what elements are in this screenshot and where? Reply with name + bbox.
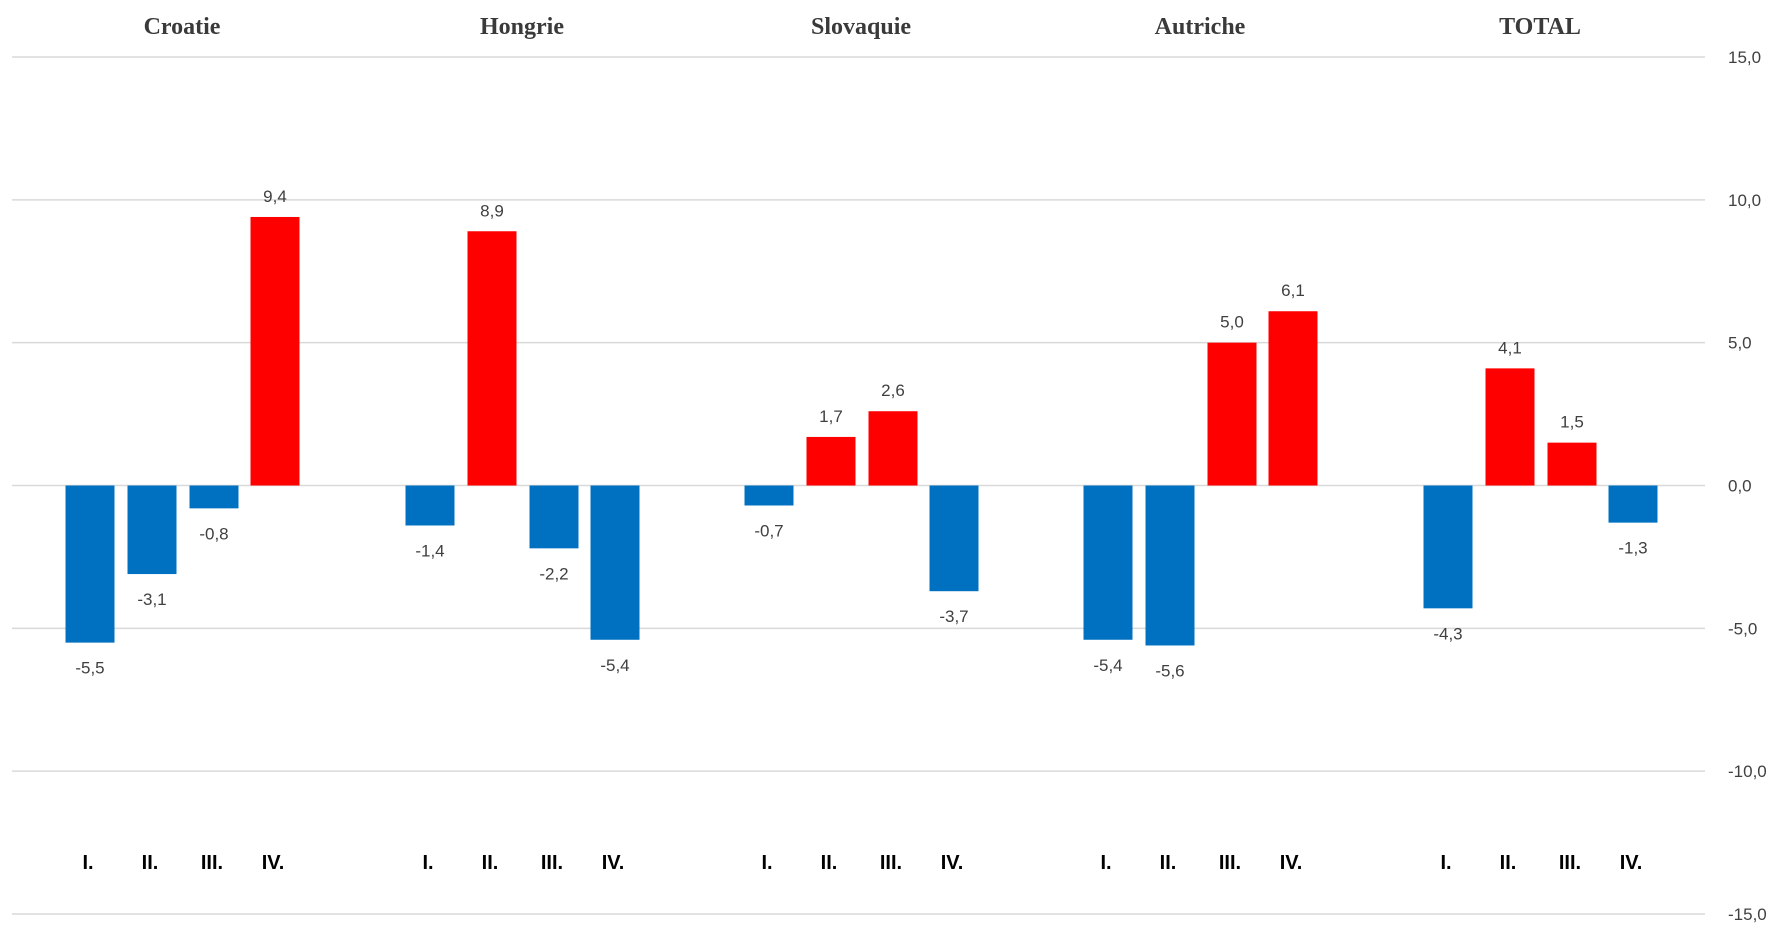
bar	[744, 485, 794, 506]
bar	[65, 485, 115, 643]
bar	[929, 485, 979, 592]
bar	[127, 485, 177, 575]
y-tick-label: -15,0	[1728, 905, 1767, 924]
data-label: -1,3	[1618, 539, 1647, 558]
data-label: 5,0	[1220, 313, 1244, 332]
data-label: -5,6	[1155, 661, 1184, 680]
quarter-label: III.	[201, 852, 223, 874]
bar	[1485, 368, 1535, 486]
data-label: 2,6	[881, 381, 905, 400]
quarter-label: I.	[82, 852, 93, 874]
bar	[1608, 485, 1658, 523]
bars	[65, 216, 1658, 646]
group-title: Autriche	[1155, 14, 1246, 40]
data-label: 8,9	[480, 201, 504, 220]
data-label: 9,4	[263, 187, 287, 206]
quarter-label: III.	[1559, 852, 1581, 874]
quarter-label: IV.	[1620, 852, 1643, 874]
data-label: -0,7	[754, 521, 783, 540]
data-label: -5,4	[1093, 656, 1122, 675]
group-title: Slovaquie	[811, 14, 911, 40]
group-title: Croatie	[144, 14, 221, 40]
quarter-label: I.	[1100, 852, 1111, 874]
bar	[1207, 342, 1257, 486]
quarter-labels: I. II. III. IV. I. II. III. IV. I. II. III. IV. I. II…	[82, 852, 1642, 874]
quarter-label: IV.	[602, 852, 625, 874]
bar	[590, 485, 640, 640]
quarter-label: I.	[761, 852, 772, 874]
bar	[467, 231, 517, 486]
quarter-label: IV.	[262, 852, 285, 874]
y-tick-label: 5,0	[1728, 334, 1752, 353]
bar	[1423, 485, 1473, 609]
bar	[1547, 442, 1597, 486]
data-label: 1,5	[1560, 413, 1584, 432]
quarter-label: IV.	[1280, 852, 1303, 874]
y-tick-label: 10,0	[1728, 191, 1761, 210]
quarter-label: II.	[482, 852, 499, 874]
data-label: -2,2	[539, 564, 568, 583]
data-labels: -5,5 -3,1 -0,8 9,4 -1,4 8,9 -2,2 -5,4 -0,7 1,7 2,6…	[75, 187, 1647, 681]
group-title: Hongrie	[480, 14, 564, 40]
quarter-label: III.	[541, 852, 563, 874]
quarter-label: II.	[1500, 852, 1517, 874]
data-label: -3,1	[137, 590, 166, 609]
quarter-label: II.	[142, 852, 159, 874]
data-label: 4,1	[1498, 338, 1522, 357]
y-tick-label: -10,0	[1728, 762, 1767, 781]
quarter-label: I.	[1440, 852, 1451, 874]
y-tick-label: 0,0	[1728, 477, 1752, 496]
quarter-label: III.	[1219, 852, 1241, 874]
y-axis-ticks: 15,0 10,0 5,0 0,0 -5,0 -10,0 -15,0	[1728, 48, 1767, 924]
quarter-label: IV.	[941, 852, 964, 874]
y-tick-label: -5,0	[1728, 619, 1757, 638]
data-label: -3,7	[939, 607, 968, 626]
data-label: -4,3	[1433, 624, 1462, 643]
data-label: 1,7	[819, 407, 843, 426]
quarter-label: III.	[880, 852, 902, 874]
bar	[1268, 311, 1318, 486]
bar	[806, 436, 856, 486]
quarter-label: II.	[1160, 852, 1177, 874]
data-label: -0,8	[199, 524, 228, 543]
bar	[1083, 485, 1133, 640]
y-tick-label: 15,0	[1728, 48, 1761, 67]
bar	[1145, 485, 1195, 646]
data-label: -5,4	[600, 656, 629, 675]
bar	[405, 485, 455, 526]
bar	[868, 411, 918, 486]
group-title: TOTAL	[1499, 14, 1581, 40]
quarter-label: II.	[821, 852, 838, 874]
bar	[189, 485, 239, 509]
data-label: -1,4	[415, 541, 444, 560]
data-label: 6,1	[1281, 281, 1305, 300]
data-label: -5,5	[75, 659, 104, 678]
group-titles: Croatie Hongrie Slovaquie Autriche TOTAL	[144, 14, 1581, 40]
bar	[529, 485, 579, 549]
quarter-label: I.	[422, 852, 433, 874]
bar	[250, 216, 300, 486]
